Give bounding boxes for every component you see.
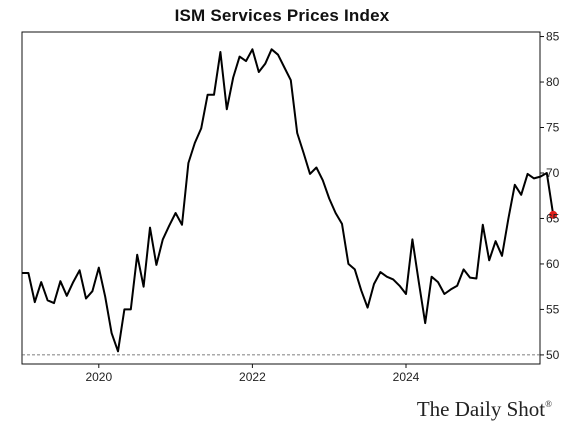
last-point-marker bbox=[549, 210, 558, 219]
x-tick-label: 2022 bbox=[239, 370, 266, 384]
y-axis: 50 55 60 65 70 75 80 85 bbox=[540, 30, 560, 362]
plot-frame bbox=[21, 31, 541, 365]
y-tick-label: 50 bbox=[546, 348, 560, 362]
brand-logo: The Daily Shot® bbox=[417, 397, 552, 422]
y-tick-label: 70 bbox=[546, 166, 560, 180]
y-tick-label: 55 bbox=[546, 302, 560, 316]
y-tick-label: 65 bbox=[546, 211, 560, 225]
x-axis: 2020 2022 2024 bbox=[85, 364, 420, 384]
brand-name: The Daily Shot bbox=[416, 397, 546, 421]
y-tick-label: 85 bbox=[546, 30, 560, 44]
x-tick-label: 2024 bbox=[393, 370, 420, 384]
plot-border bbox=[21, 31, 541, 365]
registered-mark: ® bbox=[545, 399, 552, 409]
series-line-layer bbox=[22, 48, 558, 353]
series-line bbox=[22, 48, 555, 353]
chart-title: ISM Services Prices Index bbox=[174, 6, 390, 25]
y-tick-label: 75 bbox=[546, 121, 560, 135]
y-tick-label: 60 bbox=[546, 257, 560, 271]
y-tick-label: 80 bbox=[546, 75, 560, 89]
x-tick-label: 2020 bbox=[85, 370, 112, 384]
